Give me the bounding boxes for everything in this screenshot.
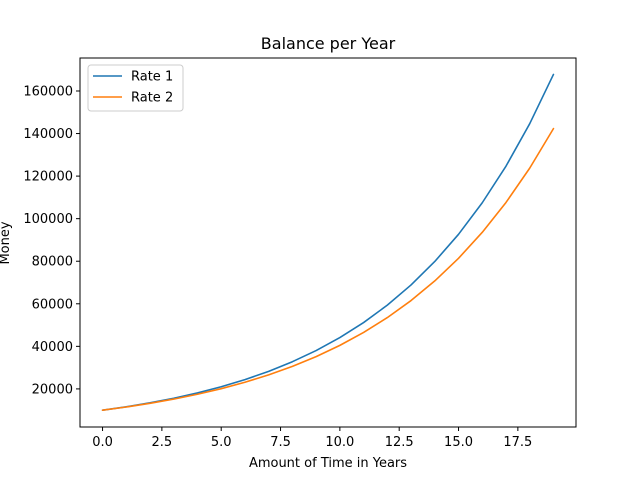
y-axis: 20000 40000 60000 80000 100000 120000 140000 16… (23, 84, 80, 397)
series-line-1 (101, 73, 555, 411)
legend-label-2: Rate 2 (131, 91, 173, 106)
x-tick-label: 12.5 (385, 435, 414, 450)
y-tick-label: 40000 (32, 340, 73, 355)
x-tick-label: 15.0 (444, 435, 473, 450)
x-axis: 0.0 2.5 5.0 7.5 10.0 12.5 15.0 17.5 (92, 427, 532, 450)
legend-label-1: Rate 1 (131, 70, 173, 85)
y-tick-label: 80000 (32, 255, 73, 270)
x-tick-label: 2.5 (152, 435, 173, 450)
x-tick-label: 10.0 (325, 435, 354, 450)
y-tick-label: 120000 (23, 170, 73, 185)
series-layer (101, 73, 555, 411)
series-line-2 (101, 127, 555, 411)
chart-title: Balance per Year (261, 34, 396, 53)
y-tick-label: 100000 (23, 212, 73, 227)
x-axis-label: Amount of Time in Years (249, 456, 407, 471)
y-tick-label: 60000 (32, 297, 73, 312)
x-tick-label: 17.5 (503, 435, 532, 450)
y-tick-label: 160000 (23, 84, 73, 99)
y-tick-label: 140000 (23, 127, 73, 142)
plot-frame (79, 57, 577, 428)
x-tick-label: 7.5 (270, 435, 291, 450)
x-tick-label: 0.0 (92, 435, 113, 450)
y-axis-label: Money (0, 221, 13, 264)
legend: Rate 1 Rate 2 (87, 64, 184, 112)
x-tick-label: 5.0 (211, 435, 232, 450)
y-tick-label: 20000 (32, 382, 73, 397)
